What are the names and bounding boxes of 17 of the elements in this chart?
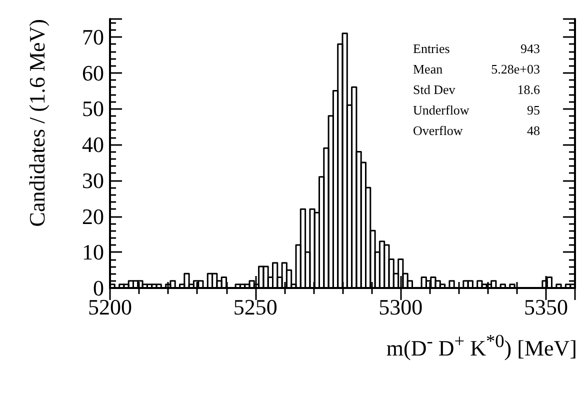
x-tick-label: 5250: [233, 294, 278, 320]
y-axis-title: Candidates / (1.6 MeV): [24, 19, 50, 227]
x-tick-label: 5350: [524, 294, 568, 320]
x-axis-title: m(D$^{-}$ D$^{+}$ K$^{*0}$) [MeV]: [386, 330, 577, 362]
text: Mean 5.28e+03: [413, 62, 540, 76]
y-tick-label: 70: [82, 24, 104, 50]
y-tick-label: 40: [82, 132, 104, 158]
text: Entries 943: [413, 41, 540, 56]
y-tick-label: 10: [82, 240, 104, 265]
y-tick-label: 60: [82, 60, 104, 86]
y-tick-label: 50: [82, 96, 104, 122]
y-tick-label: 30: [82, 168, 104, 193]
y-tick-label: 20: [82, 204, 104, 229]
text: Std Dev 18.6: [413, 82, 540, 97]
text: Underflow 95: [413, 102, 540, 118]
x-tick-label: 5300: [378, 294, 423, 320]
text: Overflow 48: [413, 123, 540, 138]
